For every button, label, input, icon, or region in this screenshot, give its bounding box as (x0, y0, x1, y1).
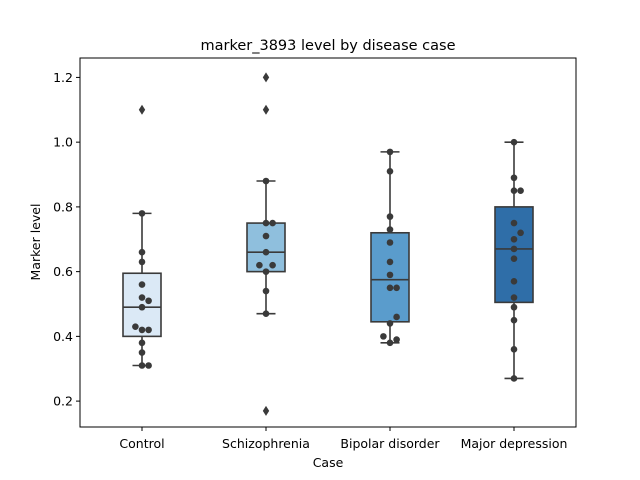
outlier-marker (138, 104, 146, 115)
outlier-marker (262, 104, 270, 115)
data-point (262, 287, 270, 295)
data-point (393, 313, 400, 321)
x-tick-label: Bipolar disorder (340, 436, 440, 451)
y-axis-label: Marker level (28, 204, 43, 281)
data-point (510, 235, 518, 243)
data-point (138, 248, 146, 256)
data-point (138, 349, 146, 356)
data-point (262, 177, 270, 185)
data-point (138, 281, 146, 288)
x-tick-label: Control (119, 436, 164, 451)
data-point (262, 268, 270, 275)
box (246, 222, 286, 273)
data-point (386, 213, 394, 220)
y-tick-label: 0.8 (53, 199, 73, 214)
data-point (386, 148, 394, 156)
data-point (138, 258, 146, 266)
y-tick-label: 0.4 (53, 329, 73, 344)
data-point (145, 326, 152, 334)
y-tick-label: 0.6 (53, 264, 73, 279)
y-tick-label: 1.0 (53, 135, 73, 150)
data-point (510, 255, 518, 262)
data-point (138, 326, 146, 334)
y-axis: 0.2 0.4 0.6 0.8 1.0 1.2 (53, 70, 80, 409)
x-axis: Control Schizophrenia Bipolar disorder Majo… (119, 427, 567, 451)
data-point (510, 138, 518, 146)
data-point (138, 303, 146, 311)
data-point (269, 219, 276, 227)
data-point (510, 346, 518, 353)
data-point (145, 297, 152, 305)
data-point (510, 245, 518, 253)
box-group (122, 104, 162, 367)
data-point (510, 174, 518, 182)
data-point (138, 362, 146, 369)
data-point (138, 210, 146, 217)
data-point (510, 375, 518, 382)
data-point (386, 339, 394, 347)
data-point (386, 239, 394, 246)
data-point (386, 320, 394, 327)
swarm-group (256, 177, 276, 318)
data-point (380, 333, 387, 340)
data-point (256, 261, 263, 269)
data-point (510, 187, 518, 195)
data-point (510, 219, 518, 227)
chart-title: marker_3893 level by disease case (201, 38, 456, 54)
data-point (386, 258, 394, 266)
y-tick-label: 0.2 (53, 394, 73, 409)
box-group (246, 72, 286, 416)
data-point (262, 310, 270, 318)
data-point (393, 284, 400, 292)
data-point (386, 226, 394, 233)
x-tick-label: Major depression (461, 436, 568, 451)
x-tick-label: Schizophrenia (222, 436, 310, 451)
data-point (510, 278, 518, 285)
data-point (262, 219, 270, 227)
data-point (262, 248, 270, 256)
swarm-group (132, 210, 152, 369)
data-point (517, 229, 524, 237)
data-point (132, 323, 139, 330)
data-point (386, 284, 394, 292)
x-axis-label: Case (313, 455, 344, 470)
data-point (393, 336, 400, 343)
swarm-group (510, 138, 524, 382)
data-point (145, 362, 152, 369)
data-point (517, 187, 524, 195)
data-point (510, 294, 518, 301)
data-point (386, 271, 394, 279)
outlier-marker (262, 405, 270, 416)
data-point (138, 339, 146, 347)
data-point (269, 261, 276, 269)
data-point (262, 232, 270, 240)
data-point (510, 316, 518, 324)
data-point (138, 294, 146, 301)
box-group (370, 151, 410, 344)
y-tick-label: 1.2 (53, 70, 73, 85)
data-point (386, 167, 394, 175)
data-point (510, 303, 518, 311)
plot-frame (79, 57, 577, 428)
swarm-group (380, 148, 400, 347)
plot-area (122, 72, 534, 416)
outlier-marker (262, 72, 270, 83)
